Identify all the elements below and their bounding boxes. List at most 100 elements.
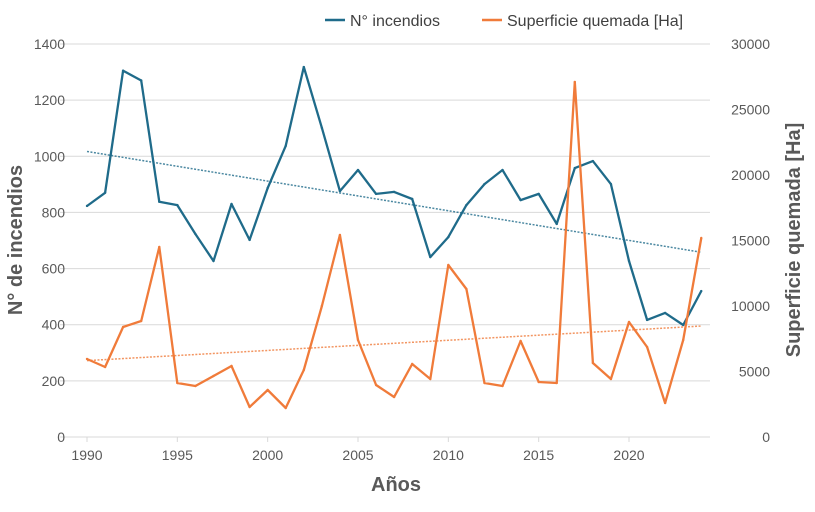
left-tick-label: 1200 [34, 92, 65, 108]
data-point [483, 182, 486, 186]
data-point [356, 338, 360, 342]
data-point [338, 189, 342, 193]
left-tick-label: 600 [42, 261, 66, 277]
data-point [573, 80, 576, 84]
data-point [302, 368, 305, 372]
data-point [465, 203, 468, 207]
data-point [266, 388, 269, 392]
data-point [627, 259, 631, 263]
left-tick-label: 0 [57, 429, 65, 445]
x-tick-label: 2000 [252, 447, 283, 463]
data-point [700, 236, 703, 240]
x-tick-label: 2020 [613, 447, 644, 463]
x-tick-label: 1995 [162, 447, 193, 463]
right-tick-label: 20000 [731, 167, 770, 183]
data-point [374, 383, 378, 387]
data-point [609, 377, 613, 381]
data-point [645, 318, 649, 322]
legend: N° incendios Superficie quemada [Ha] [325, 13, 683, 30]
left-axis-ticks: 0 200 400 600 800 1000 1200 1400 [34, 36, 65, 445]
gridlines [60, 43, 710, 438]
data-point [140, 79, 143, 82]
data-point [85, 357, 89, 361]
series-lines [85, 65, 703, 410]
data-point [176, 381, 179, 385]
data-point [555, 222, 558, 226]
right-tick-label: 10000 [731, 298, 770, 314]
x-axis-ticks: 1990 1995 2000 2005 2010 2015 2020 [60, 436, 710, 463]
data-point [374, 192, 378, 196]
data-point [230, 364, 233, 368]
data-point [121, 325, 125, 329]
x-tick-label: 1990 [71, 447, 102, 463]
x-axis-title: Años [371, 474, 421, 496]
data-point [230, 202, 233, 206]
data-point [519, 339, 522, 343]
data-point [519, 198, 522, 202]
data-point [140, 319, 143, 323]
right-tick-label: 5000 [739, 364, 770, 380]
data-point [700, 289, 703, 293]
data-point [627, 320, 631, 324]
data-point [682, 338, 685, 342]
x-tick-label: 2010 [433, 447, 464, 463]
data-point [645, 345, 649, 349]
right-tick-label: 0 [762, 429, 770, 445]
left-axis-title: N° de incendios [5, 165, 27, 315]
data-point [429, 377, 432, 381]
data-point [392, 395, 396, 399]
data-point [501, 384, 504, 388]
data-point [212, 374, 215, 378]
data-point [663, 311, 667, 315]
data-point [537, 380, 540, 384]
data-point [248, 238, 251, 242]
right-tick-label: 30000 [731, 36, 770, 52]
data-point [121, 69, 125, 72]
series-line-1 [86, 80, 703, 410]
data-point [158, 200, 161, 203]
data-point [266, 186, 269, 190]
left-tick-label: 800 [42, 204, 66, 220]
data-point [103, 365, 107, 369]
data-point [320, 126, 324, 130]
right-axis-title: Superficie quemada [Ha] [783, 123, 805, 358]
data-point [573, 166, 576, 170]
data-point [194, 384, 197, 388]
legend-label-incendios: N° incendios [350, 13, 440, 30]
data-point [248, 405, 251, 409]
legend-label-superficie: Superficie quemada [Ha] [507, 13, 683, 30]
right-axis-ticks: 0 5000 10000 15000 20000 25000 30000 [731, 36, 770, 445]
data-point [501, 168, 504, 172]
data-point [609, 182, 613, 186]
series-line-0 [86, 65, 703, 327]
data-point [411, 362, 414, 366]
x-tick-label: 2015 [523, 447, 554, 463]
data-point [194, 232, 197, 236]
data-point [411, 197, 414, 201]
data-point [176, 203, 179, 207]
data-point [158, 245, 161, 249]
data-point [682, 323, 685, 327]
data-point [591, 159, 595, 163]
data-point [591, 361, 595, 365]
trendline-1 [86, 325, 702, 362]
data-point [537, 192, 540, 196]
x-tick-label: 2005 [342, 447, 373, 463]
data-point [212, 259, 215, 263]
data-point [338, 233, 342, 237]
data-point [555, 381, 558, 385]
right-tick-label: 15000 [731, 233, 770, 249]
data-point [320, 304, 324, 308]
data-point [103, 191, 107, 194]
left-tick-label: 1000 [34, 148, 65, 164]
data-point [447, 263, 450, 267]
data-point [284, 144, 287, 148]
left-tick-label: 400 [42, 317, 66, 333]
data-point [302, 65, 305, 69]
data-point [429, 255, 432, 259]
trendline-0 [86, 150, 702, 254]
data-point [284, 406, 287, 410]
data-point [483, 381, 486, 385]
data-point [356, 168, 360, 172]
